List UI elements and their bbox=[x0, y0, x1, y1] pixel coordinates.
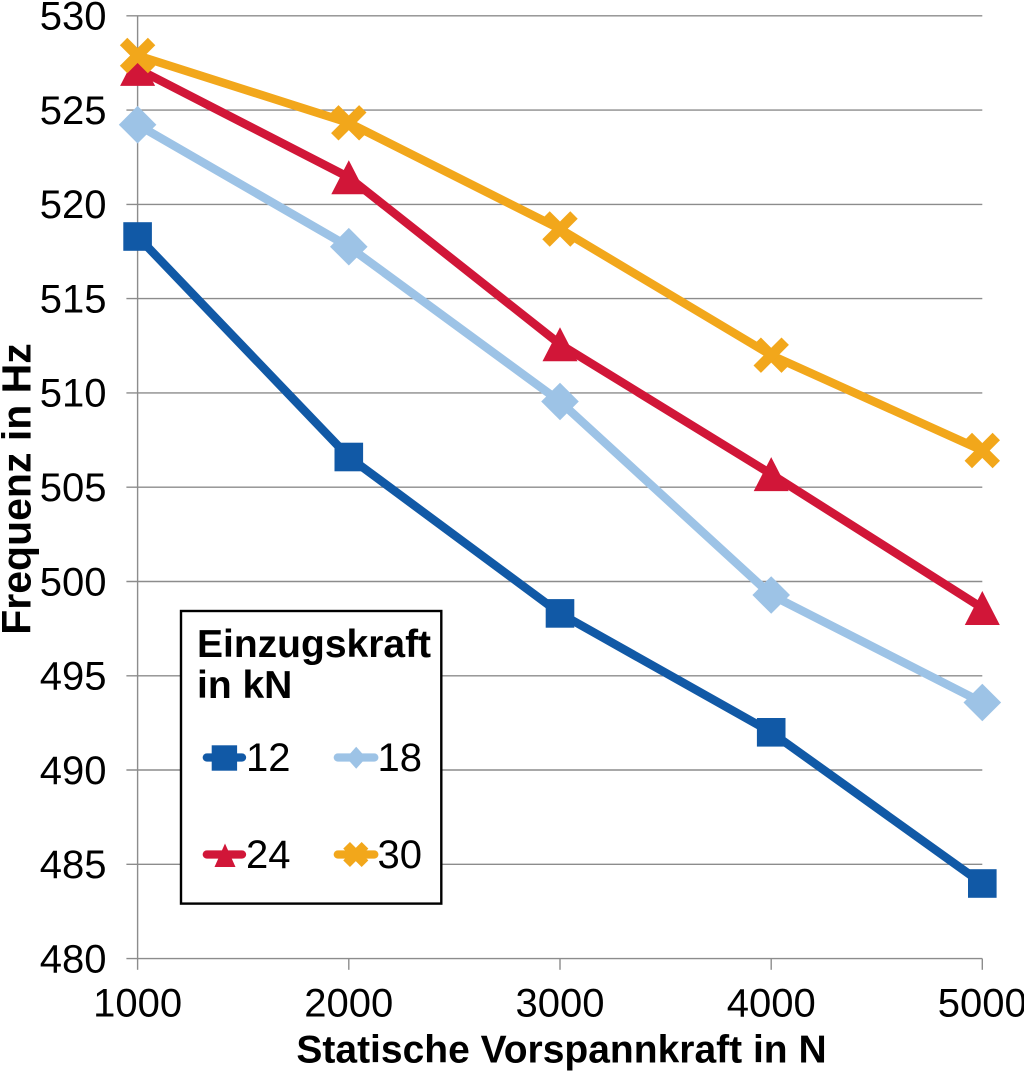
svg-text:24: 24 bbox=[246, 833, 291, 877]
svg-text:4000: 4000 bbox=[727, 982, 816, 1026]
svg-text:490: 490 bbox=[40, 749, 107, 793]
svg-text:5000: 5000 bbox=[938, 982, 1024, 1026]
svg-text:Frequenz in Hz: Frequenz in Hz bbox=[0, 343, 40, 635]
svg-text:510: 510 bbox=[40, 372, 107, 416]
svg-text:520: 520 bbox=[40, 183, 107, 227]
svg-text:485: 485 bbox=[40, 843, 107, 887]
svg-text:in kN: in kN bbox=[197, 664, 292, 707]
svg-text:480: 480 bbox=[40, 937, 107, 981]
svg-text:18: 18 bbox=[378, 736, 423, 780]
svg-text:2000: 2000 bbox=[304, 982, 393, 1026]
svg-text:3000: 3000 bbox=[516, 982, 605, 1026]
svg-text:30: 30 bbox=[378, 833, 423, 877]
svg-text:Einzugskraft: Einzugskraft bbox=[197, 623, 431, 666]
svg-text:500: 500 bbox=[40, 560, 107, 604]
svg-text:505: 505 bbox=[40, 466, 107, 510]
svg-text:525: 525 bbox=[40, 89, 107, 133]
svg-text:530: 530 bbox=[40, 0, 107, 39]
svg-text:495: 495 bbox=[40, 655, 107, 699]
svg-text:515: 515 bbox=[40, 277, 107, 321]
svg-text:12: 12 bbox=[246, 736, 291, 780]
svg-text:Statische Vorspannkraft in N: Statische Vorspannkraft in N bbox=[296, 1029, 826, 1072]
svg-text:1000: 1000 bbox=[93, 982, 182, 1026]
